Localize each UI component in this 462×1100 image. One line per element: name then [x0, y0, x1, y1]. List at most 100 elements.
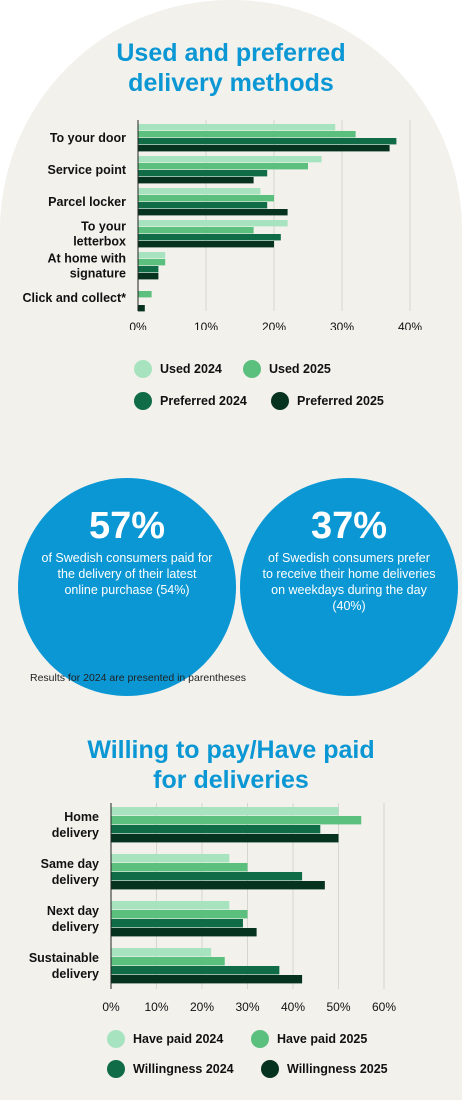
- bar: [138, 138, 397, 145]
- bar: [138, 131, 356, 138]
- stat-circle-weekday-delivery: 37% of Swedish consumers prefer to recei…: [240, 478, 458, 696]
- x-tick-label: 40%: [398, 320, 422, 330]
- category-label: delivery: [52, 873, 99, 887]
- legend-swatch: [261, 1060, 279, 1078]
- x-tick-label: 30%: [235, 1000, 259, 1014]
- legend-swatch: [107, 1060, 125, 1078]
- bar: [111, 901, 230, 910]
- bar: [138, 170, 268, 177]
- chart2-title-line1: Willing to pay/Have paid: [87, 736, 375, 764]
- category-label: Service point: [48, 163, 127, 177]
- bar: [111, 928, 257, 937]
- category-label: Sustainable: [29, 951, 99, 965]
- legend-item-willingness-2025: Willingness 2025: [261, 1060, 388, 1078]
- bar: [111, 919, 243, 928]
- bar: [138, 259, 166, 266]
- chart1-title: Used and preferred delivery methods: [0, 38, 462, 98]
- bar: [111, 872, 303, 881]
- category-label: Next day: [47, 904, 99, 918]
- legend-swatch: [134, 392, 152, 410]
- bar: [138, 209, 288, 216]
- category-label: Home: [64, 810, 99, 824]
- legend-label: Have paid 2024: [133, 1032, 224, 1046]
- bar: [111, 807, 339, 816]
- x-tick-label: 10%: [144, 1000, 168, 1014]
- x-tick-label: 0%: [102, 1000, 120, 1014]
- bar: [111, 975, 303, 984]
- bar: [138, 163, 308, 170]
- legend-label: Used 2024: [160, 362, 222, 376]
- legend-item-used-2025: Used 2025: [243, 360, 331, 378]
- legend-item-willingness-2024: Willingness 2024: [107, 1060, 234, 1078]
- bar: [138, 273, 159, 280]
- legend-swatch: [107, 1030, 125, 1048]
- category-label: Parcel locker: [48, 195, 126, 209]
- bar: [138, 241, 274, 248]
- x-tick-label: 10%: [194, 320, 218, 330]
- x-tick-label: 20%: [262, 320, 286, 330]
- delivery-methods-chart: 0% 10% 20% 30% 40% To your door Service point P…: [22, 120, 422, 330]
- bar: [111, 854, 230, 863]
- bar: [138, 188, 261, 195]
- bar: [111, 834, 339, 843]
- willingness-to-pay-chart: 0% 10% 20% 30% 40% 50% 60% Home delivery Same day…: [29, 803, 396, 1014]
- legend-label: Willingness 2024: [133, 1062, 234, 1076]
- legend-item-have-paid-2025: Have paid 2025: [251, 1030, 367, 1048]
- stat-value: 57%: [88, 505, 166, 547]
- legend-label: Preferred 2024: [160, 394, 247, 408]
- bar: [111, 948, 212, 957]
- bar: [138, 266, 159, 273]
- category-label: delivery: [52, 826, 99, 840]
- legend-label: Have paid 2025: [277, 1032, 368, 1046]
- chart2-title-line2: for deliveries: [153, 766, 309, 794]
- bar: [111, 863, 248, 872]
- bar: [138, 291, 152, 298]
- legend-swatch: [251, 1030, 269, 1048]
- bar: [138, 156, 322, 163]
- bar: [138, 227, 254, 234]
- x-tick-label: 50%: [326, 1000, 350, 1014]
- category-label: Same day: [41, 857, 99, 871]
- legend-swatch: [243, 360, 261, 378]
- legend-item-preferred-2024: Preferred 2024: [134, 392, 247, 410]
- stat-description: of Swedish consumers paid for the delive…: [41, 551, 213, 597]
- x-tick-label: 60%: [372, 1000, 396, 1014]
- bar: [138, 145, 390, 152]
- stat-description: of Swedish consumers prefer to receive t…: [262, 551, 436, 613]
- legend-swatch: [271, 392, 289, 410]
- x-tick-label: 0%: [129, 320, 147, 330]
- stat-value: 37%: [310, 505, 388, 547]
- bar: [138, 202, 268, 209]
- x-tick-label: 30%: [330, 320, 354, 330]
- bar: [111, 816, 362, 825]
- bar: [111, 957, 225, 966]
- bar: [138, 195, 274, 202]
- category-label: letterbox: [73, 235, 126, 249]
- category-label: At home with: [48, 252, 126, 266]
- bar: [111, 966, 280, 975]
- legend-item-used-2024: Used 2024: [134, 360, 222, 378]
- legend-label: Preferred 2025: [297, 394, 384, 408]
- chart1-title-line2: delivery methods: [128, 69, 334, 97]
- bar: [111, 910, 248, 919]
- bar: [138, 234, 281, 241]
- bar: [138, 305, 145, 312]
- category-label: delivery: [52, 920, 99, 934]
- x-tick-label: 40%: [281, 1000, 305, 1014]
- bar: [111, 825, 321, 834]
- legend-label: Used 2025: [269, 362, 331, 376]
- legend-label: Willingness 2025: [287, 1062, 388, 1076]
- legend-item-preferred-2025: Preferred 2025: [271, 392, 384, 410]
- bar: [111, 881, 325, 890]
- x-tick-label: 20%: [190, 1000, 214, 1014]
- category-label: Click and collect*: [22, 291, 126, 305]
- bar: [138, 177, 254, 184]
- category-label: signature: [70, 267, 126, 281]
- stat-circle-paid-delivery: 57% of Swedish consumers paid for the de…: [18, 478, 236, 696]
- footnote: Results for 2024 are presented in parent…: [30, 672, 246, 684]
- bar: [138, 220, 288, 227]
- category-label: delivery: [52, 967, 99, 981]
- legend-item-have-paid-2024: Have paid 2024: [107, 1030, 223, 1048]
- chart2-title: Willing to pay/Have paid for deliveries: [0, 735, 462, 795]
- bar: [138, 124, 336, 131]
